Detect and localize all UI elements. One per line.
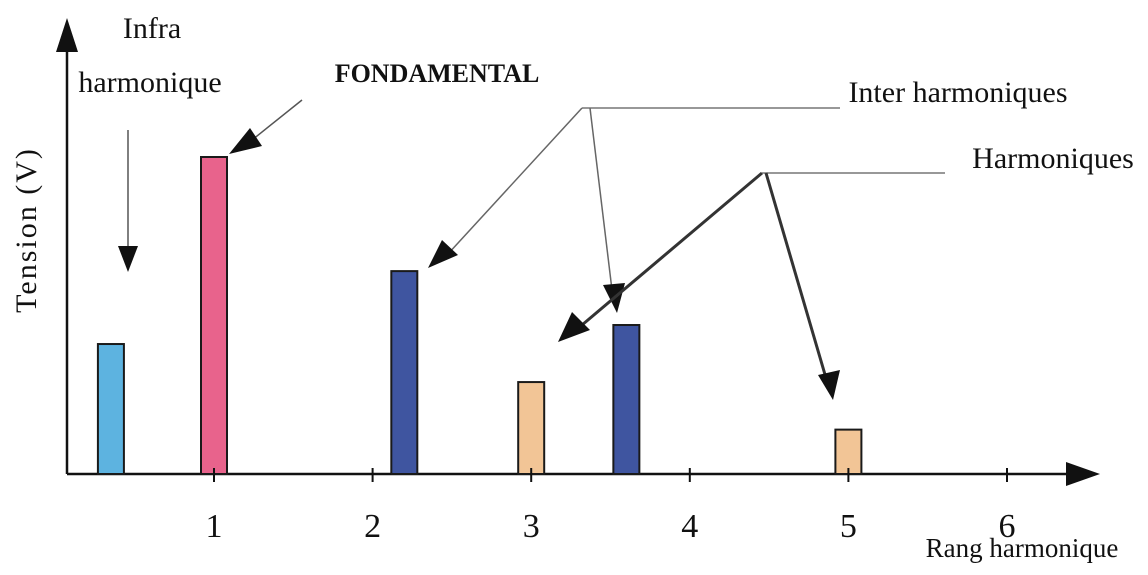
x-tick-label-3: 3: [523, 508, 540, 545]
x-tick-label-6: 6: [999, 508, 1016, 545]
bar-inter-2: [390, 270, 419, 475]
harmoniques-arrows: [558, 171, 945, 400]
y-axis-label: Tension (V): [10, 147, 43, 313]
infra-arrow: [118, 130, 138, 272]
x-tick-label-5: 5: [840, 508, 857, 545]
x-axis-label: Rang harmonique: [926, 533, 1119, 563]
bar-inter-4: [612, 324, 641, 476]
inter-harmoniques-arrows: [428, 107, 840, 313]
bar-fondamental-1: [200, 156, 228, 475]
x-tick-label-1: 1: [206, 508, 223, 545]
y-axis-arrow-icon: [56, 18, 78, 52]
bar-harmonique-5: [834, 428, 863, 475]
harmoniques-label: Harmoniques: [972, 142, 1134, 175]
x-axis-arrow-icon: [1066, 462, 1100, 486]
infra-label-line1: Infra: [123, 12, 181, 45]
x-tick-label-4: 4: [681, 508, 698, 545]
bar-infra-0: [96, 343, 125, 475]
infra-label-line2: harmonique: [78, 66, 221, 99]
inter-harmoniques-label: Inter harmoniques: [848, 76, 1067, 109]
fondamental-arrow: [229, 99, 303, 154]
x-tick-label-2: 2: [364, 508, 381, 545]
bar-harmonique-3: [517, 381, 546, 476]
fondamental-label: FONDAMENTAL: [335, 59, 540, 88]
